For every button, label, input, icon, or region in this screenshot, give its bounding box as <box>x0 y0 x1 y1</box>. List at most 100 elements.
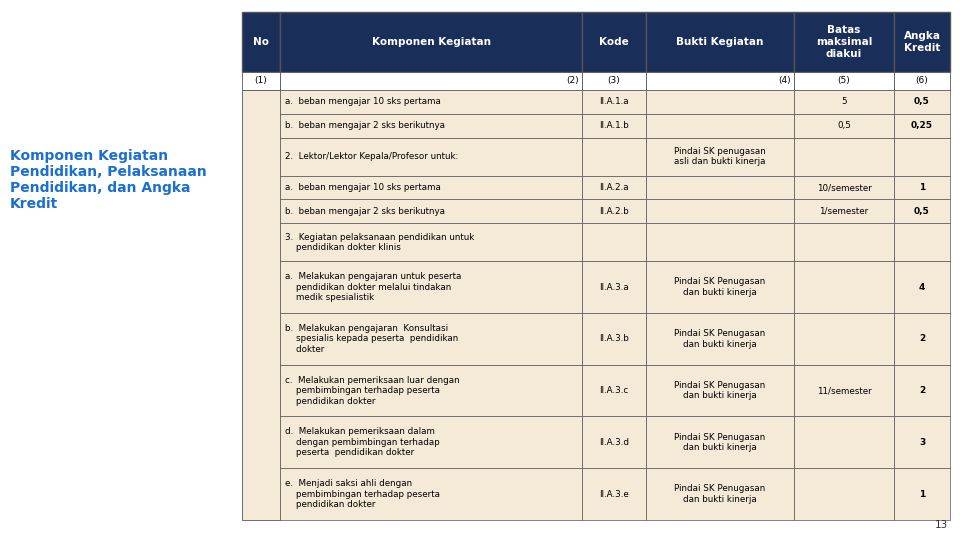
Text: Pindai SK Penugasan
dan bukti kinerja: Pindai SK Penugasan dan bukti kinerja <box>674 278 766 297</box>
Bar <box>894 199 950 224</box>
Text: (6): (6) <box>916 77 928 85</box>
Text: II.A.2.a: II.A.2.a <box>599 183 629 192</box>
Bar <box>646 416 794 468</box>
Bar <box>280 261 582 313</box>
Bar <box>894 12 950 72</box>
Bar <box>894 176 950 199</box>
Bar <box>646 72 794 90</box>
Bar <box>582 90 646 114</box>
Bar <box>894 364 950 416</box>
Bar <box>280 364 582 416</box>
Text: b.  Melakukan pengajaran  Konsultasi
    spesialis kepada peserta  pendidikan
  : b. Melakukan pengajaran Konsultasi spesi… <box>285 324 458 354</box>
Bar <box>646 114 794 138</box>
Text: II.A.1.b: II.A.1.b <box>599 122 629 130</box>
Text: Pindai SK Penugasan
dan bukti kinerja: Pindai SK Penugasan dan bukti kinerja <box>674 329 766 348</box>
Text: e.  Menjadi saksi ahli dengan
    pembimbingan terhadap peserta
    pendidikan d: e. Menjadi saksi ahli dengan pembimbinga… <box>285 479 440 509</box>
Text: Pindai SK penugasan
asli dan bukti kinerja: Pindai SK penugasan asli dan bukti kiner… <box>674 147 766 166</box>
Text: 3.  Kegiatan pelaksanaan pendidikan untuk
    pendidikan dokter klinis: 3. Kegiatan pelaksanaan pendidikan untuk… <box>285 233 474 252</box>
Text: 11/semester: 11/semester <box>817 386 872 395</box>
Text: Pindai SK Penugasan
dan bukti kinerja: Pindai SK Penugasan dan bukti kinerja <box>674 484 766 504</box>
Text: 1: 1 <box>919 183 925 192</box>
Bar <box>794 364 894 416</box>
Text: c.  Melakukan pemeriksaan luar dengan
    pembimbingan terhadap peserta
    pend: c. Melakukan pemeriksaan luar dengan pem… <box>285 376 460 406</box>
Bar <box>280 12 582 72</box>
Bar <box>242 90 280 520</box>
Text: II.A.3.c: II.A.3.c <box>599 386 629 395</box>
Bar <box>582 364 646 416</box>
Bar <box>794 138 894 176</box>
Text: II.A.2.b: II.A.2.b <box>599 207 629 216</box>
Text: a.  beban mengajar 10 sks pertama: a. beban mengajar 10 sks pertama <box>285 183 441 192</box>
Bar <box>242 72 280 90</box>
Bar <box>280 224 582 261</box>
Text: 10/semester: 10/semester <box>817 183 872 192</box>
Bar <box>582 261 646 313</box>
Bar <box>646 90 794 114</box>
Text: (1): (1) <box>254 77 268 85</box>
Text: b.  beban mengajar 2 sks berikutnya: b. beban mengajar 2 sks berikutnya <box>285 207 445 216</box>
Bar <box>280 72 582 90</box>
Text: Batas
maksimal
diakui: Batas maksimal diakui <box>816 25 873 59</box>
Text: d.  Melakukan pemeriksaan dalam
    dengan pembimbingan terhadap
    peserta  pe: d. Melakukan pemeriksaan dalam dengan pe… <box>285 428 440 457</box>
Bar <box>794 313 894 365</box>
Text: (4): (4) <box>779 77 791 85</box>
Bar <box>794 114 894 138</box>
Bar <box>794 12 894 72</box>
Bar <box>280 313 582 365</box>
Bar <box>280 468 582 520</box>
Bar <box>646 261 794 313</box>
Bar <box>280 176 582 199</box>
Bar <box>794 261 894 313</box>
Bar <box>646 364 794 416</box>
Bar <box>646 176 794 199</box>
Bar <box>280 138 582 176</box>
Bar <box>794 72 894 90</box>
Bar <box>894 313 950 365</box>
Text: 2.  Lektor/Lektor Kepala/Profesor untuk:: 2. Lektor/Lektor Kepala/Profesor untuk: <box>285 152 458 161</box>
Bar <box>794 224 894 261</box>
Text: II.A.1.a: II.A.1.a <box>599 97 629 106</box>
Bar <box>794 416 894 468</box>
Bar <box>646 224 794 261</box>
Text: II.A.3.d: II.A.3.d <box>599 438 629 447</box>
Bar <box>582 199 646 224</box>
Bar <box>582 313 646 365</box>
Text: (5): (5) <box>838 77 851 85</box>
Bar <box>582 12 646 72</box>
Text: 1: 1 <box>919 490 925 498</box>
Text: 2: 2 <box>919 334 925 343</box>
Text: II.A.3.e: II.A.3.e <box>599 490 629 498</box>
Bar <box>646 199 794 224</box>
Text: a.  beban mengajar 10 sks pertama: a. beban mengajar 10 sks pertama <box>285 97 441 106</box>
Text: Pindai SK Penugasan
dan bukti kinerja: Pindai SK Penugasan dan bukti kinerja <box>674 381 766 400</box>
Bar <box>582 176 646 199</box>
Text: 0,5: 0,5 <box>914 97 930 106</box>
Bar <box>582 138 646 176</box>
Bar <box>894 90 950 114</box>
Bar <box>894 261 950 313</box>
Bar <box>280 416 582 468</box>
Bar <box>582 416 646 468</box>
Text: (2): (2) <box>566 77 579 85</box>
Bar <box>646 313 794 365</box>
Bar <box>280 114 582 138</box>
Text: II.A.3.b: II.A.3.b <box>599 334 629 343</box>
Bar <box>794 90 894 114</box>
Text: 0,5: 0,5 <box>837 122 851 130</box>
Bar <box>280 90 582 114</box>
Text: 0,25: 0,25 <box>911 122 933 130</box>
Bar <box>646 468 794 520</box>
Text: No: No <box>253 37 269 47</box>
Bar <box>794 468 894 520</box>
Text: 0,5: 0,5 <box>914 207 930 216</box>
Text: 2: 2 <box>919 386 925 395</box>
Text: Pindai SK Penugasan
dan bukti kinerja: Pindai SK Penugasan dan bukti kinerja <box>674 433 766 452</box>
Bar <box>894 416 950 468</box>
Text: Komponen Kegiatan
Pendidikan, Pelaksanaan
Pendidikan, dan Angka
Kredit: Komponen Kegiatan Pendidikan, Pelaksanaa… <box>10 148 206 211</box>
Text: 4: 4 <box>919 282 925 292</box>
Bar <box>646 12 794 72</box>
Bar <box>582 72 646 90</box>
Bar <box>894 468 950 520</box>
Bar <box>582 468 646 520</box>
Bar <box>582 224 646 261</box>
